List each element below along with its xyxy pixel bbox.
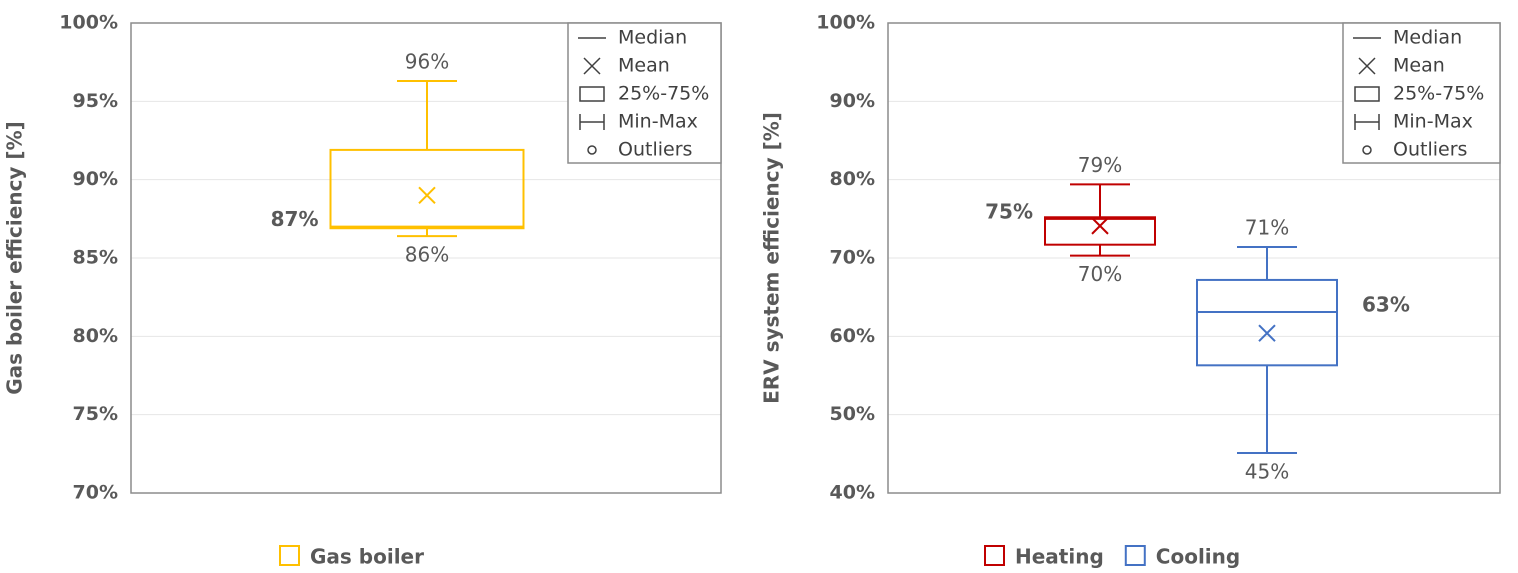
max-label: 71% xyxy=(1245,216,1289,240)
legend-icon xyxy=(587,145,597,155)
legend-icon xyxy=(583,57,601,75)
legend-label: Mean xyxy=(618,55,670,77)
median-label: 87% xyxy=(271,207,319,231)
legend-icon xyxy=(1358,57,1376,75)
legend-icon xyxy=(1354,114,1380,130)
y-tick-label: 85% xyxy=(73,247,118,269)
legend-swatch xyxy=(1124,545,1146,566)
plot-frame xyxy=(130,22,722,494)
median-label: 63% xyxy=(1362,293,1410,317)
y-tick-label: 70% xyxy=(73,482,118,504)
legend-label: 25%-75% xyxy=(618,83,709,105)
y-tick-label: 100% xyxy=(59,12,118,34)
min-label: 70% xyxy=(1078,262,1122,286)
mean-marker xyxy=(1091,217,1109,235)
y-tick-label: 100% xyxy=(816,12,875,34)
min-label: 86% xyxy=(405,243,449,267)
y-tick-label: 60% xyxy=(830,325,875,347)
median-label: 75% xyxy=(985,199,1033,223)
max-label: 96% xyxy=(405,49,449,73)
legend-label: Min-Max xyxy=(1393,111,1473,133)
legend-swatch xyxy=(279,545,300,566)
legend-entry: Heating xyxy=(1015,545,1104,569)
box xyxy=(1196,278,1338,367)
legend-label: Median xyxy=(1393,27,1462,49)
legend-icon xyxy=(579,114,605,130)
legend-icon xyxy=(1354,86,1380,102)
box xyxy=(329,148,525,230)
legend-entry: Gas boiler xyxy=(310,545,424,569)
legend-box xyxy=(1342,22,1501,164)
legend-label: Outliers xyxy=(1393,139,1467,161)
legend-icon xyxy=(579,86,605,102)
plot-frame xyxy=(887,22,1501,494)
y-tick-label: 40% xyxy=(830,482,875,504)
legend-label: Mean xyxy=(1393,55,1445,77)
y-tick-label: 50% xyxy=(830,403,875,425)
y-tick-label: 95% xyxy=(73,90,118,112)
max-label: 79% xyxy=(1078,153,1122,177)
mean-marker xyxy=(1258,324,1276,342)
y-axis-title: ERV system efficiency [%] xyxy=(760,112,784,404)
legend-label: Outliers xyxy=(618,139,692,161)
min-label: 45% xyxy=(1245,460,1289,484)
y-tick-label: 80% xyxy=(830,168,875,190)
legend-label: 25%-75% xyxy=(1393,83,1484,105)
y-tick-label: 90% xyxy=(73,168,118,190)
y-tick-label: 75% xyxy=(73,403,118,425)
y-tick-label: 70% xyxy=(830,247,875,269)
legend-box xyxy=(567,22,722,164)
legend-entry: Cooling xyxy=(1156,545,1240,569)
legend-icon xyxy=(1362,145,1372,155)
y-tick-label: 90% xyxy=(830,90,875,112)
legend-swatch xyxy=(984,545,1005,566)
box xyxy=(1044,216,1156,246)
y-axis-title: Gas boiler efficiency [%] xyxy=(3,121,27,395)
legend-label: Median xyxy=(618,27,687,49)
y-tick-label: 80% xyxy=(73,325,118,347)
mean-marker xyxy=(418,186,436,205)
legend-label: Min-Max xyxy=(618,111,698,133)
